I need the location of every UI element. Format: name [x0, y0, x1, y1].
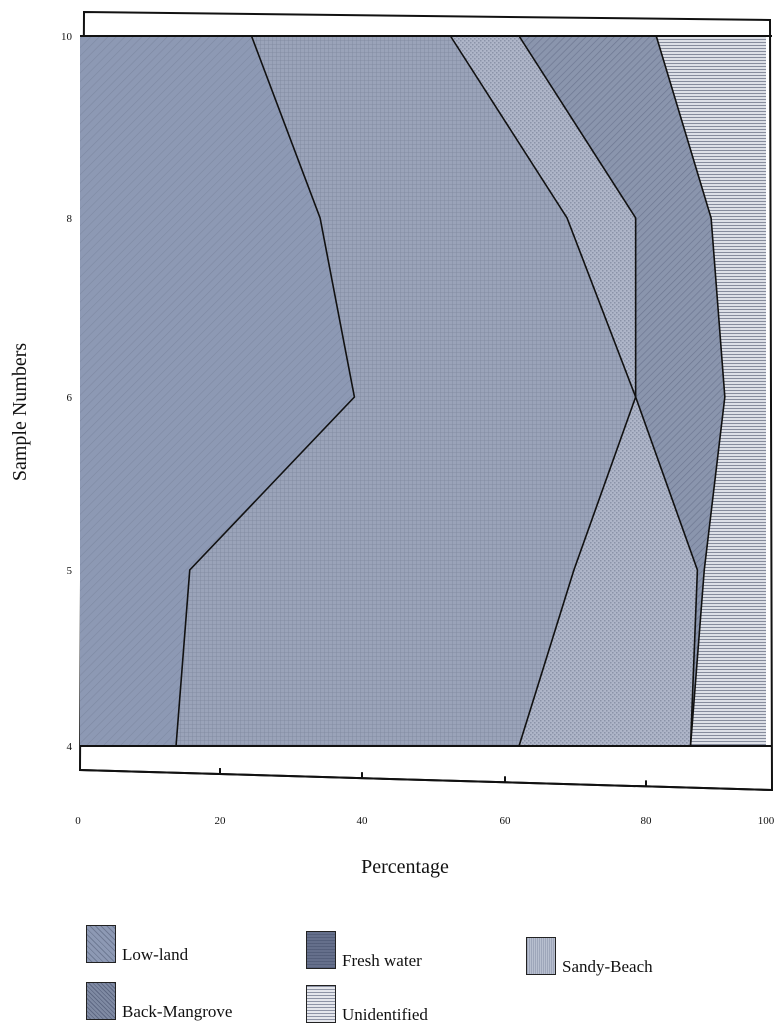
area-back-mangrove — [519, 36, 725, 746]
x-tick-label: 80 — [641, 815, 653, 827]
x-tick-label: 100 — [758, 815, 774, 827]
x-ticks: 0 20 40 60 80 100 — [75, 768, 774, 827]
boundary-line — [655, 35, 726, 747]
x-axis-label: Percentage — [361, 856, 449, 878]
area-layers — [80, 36, 766, 746]
area-sandy-beach — [450, 36, 698, 746]
area-unidentified — [656, 36, 766, 746]
y-tick-label: 10 — [61, 31, 73, 43]
x-tick-label: 60 — [500, 815, 512, 827]
boundary-line — [175, 35, 356, 747]
y-tick-label: 6 — [67, 392, 73, 404]
area-boundaries — [80, 35, 772, 747]
y-tick-label: 4 — [67, 741, 73, 753]
y-tick-label: 8 — [67, 213, 73, 225]
area-low-land — [80, 36, 355, 746]
y-tick-label: 5 — [67, 565, 73, 577]
y-axis-label: Sample Numbers — [9, 343, 31, 482]
x-tick-label: 40 — [357, 815, 369, 827]
x-tick-label: 20 — [215, 815, 227, 827]
y-ticks: 4 5 6 8 10 — [61, 31, 73, 753]
area-fresh-water — [176, 36, 636, 746]
x-tick-label: 0 — [75, 815, 81, 827]
x-axis-line — [79, 769, 773, 791]
boundary-line — [518, 35, 699, 747]
